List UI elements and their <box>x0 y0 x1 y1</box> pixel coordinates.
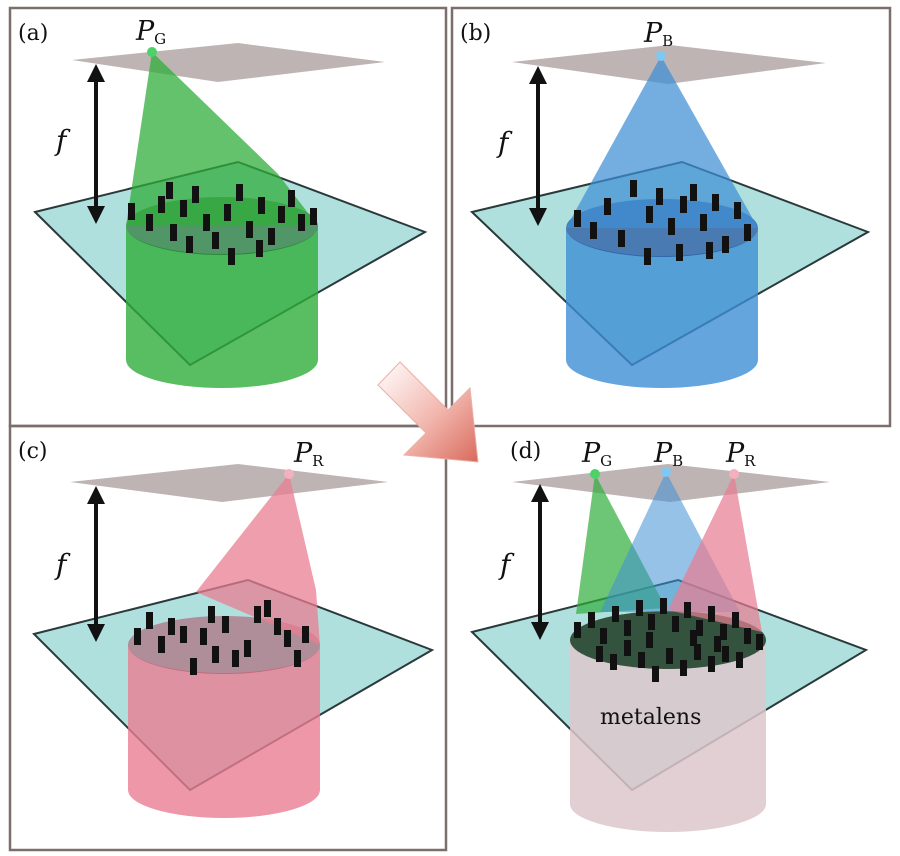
nanopillars <box>134 600 309 675</box>
distance-arrow <box>87 64 105 224</box>
focal-length-label: f <box>54 124 71 157</box>
panel-c: (c) f PR <box>18 438 435 818</box>
panel-b: (b) f PB <box>460 18 871 388</box>
transition-arrow <box>377 361 479 463</box>
distance-arrow <box>531 484 549 640</box>
focal-point-label: PG <box>135 16 166 48</box>
panel-a-label: (a) <box>18 21 48 46</box>
focal-point-label: PB <box>643 18 673 50</box>
focal-length-label: f <box>54 548 71 581</box>
focal-length-label: f <box>496 126 513 159</box>
red-cone <box>668 474 762 632</box>
light-cylinder <box>570 640 766 832</box>
panel-c-label: (c) <box>18 439 48 464</box>
distance-arrow <box>87 486 105 642</box>
panel-a: (a) f PG <box>18 16 428 388</box>
focal-point-red <box>729 469 739 479</box>
focal-point-label-blue: PB <box>653 438 683 470</box>
light-cone <box>126 52 318 226</box>
nanopillars <box>574 598 763 682</box>
focal-point-green <box>590 469 600 479</box>
focal-plane <box>512 45 826 84</box>
focal-plane <box>70 464 388 502</box>
focal-point <box>284 469 294 479</box>
focal-point <box>147 47 157 57</box>
distance-arrow <box>529 66 547 226</box>
light-cone <box>196 474 320 645</box>
nanopillars <box>128 182 317 265</box>
panel-d: (d) f PG PB PR meta <box>470 438 869 832</box>
panel-b-label: (b) <box>460 21 491 46</box>
nanopillars <box>574 180 751 265</box>
focal-length-label: f <box>498 548 515 581</box>
light-cylinder <box>128 645 320 818</box>
panel-c-frame <box>8 424 448 852</box>
focal-point <box>656 51 666 61</box>
focal-plane <box>72 43 385 82</box>
light-cylinder <box>566 228 758 388</box>
focal-point-label-red: PR <box>725 438 756 470</box>
light-cylinder <box>126 226 318 388</box>
light-cone <box>566 56 758 228</box>
panel-b-frame <box>450 6 892 428</box>
metalens-label: metalens <box>600 705 701 730</box>
focal-point-label: PR <box>293 438 324 470</box>
focal-point-label-green: PG <box>581 438 612 470</box>
metalens-disk <box>128 616 320 674</box>
panel-d-label: (d) <box>510 439 541 464</box>
focal-point-blue <box>661 467 671 477</box>
metalens-disk <box>570 611 766 669</box>
